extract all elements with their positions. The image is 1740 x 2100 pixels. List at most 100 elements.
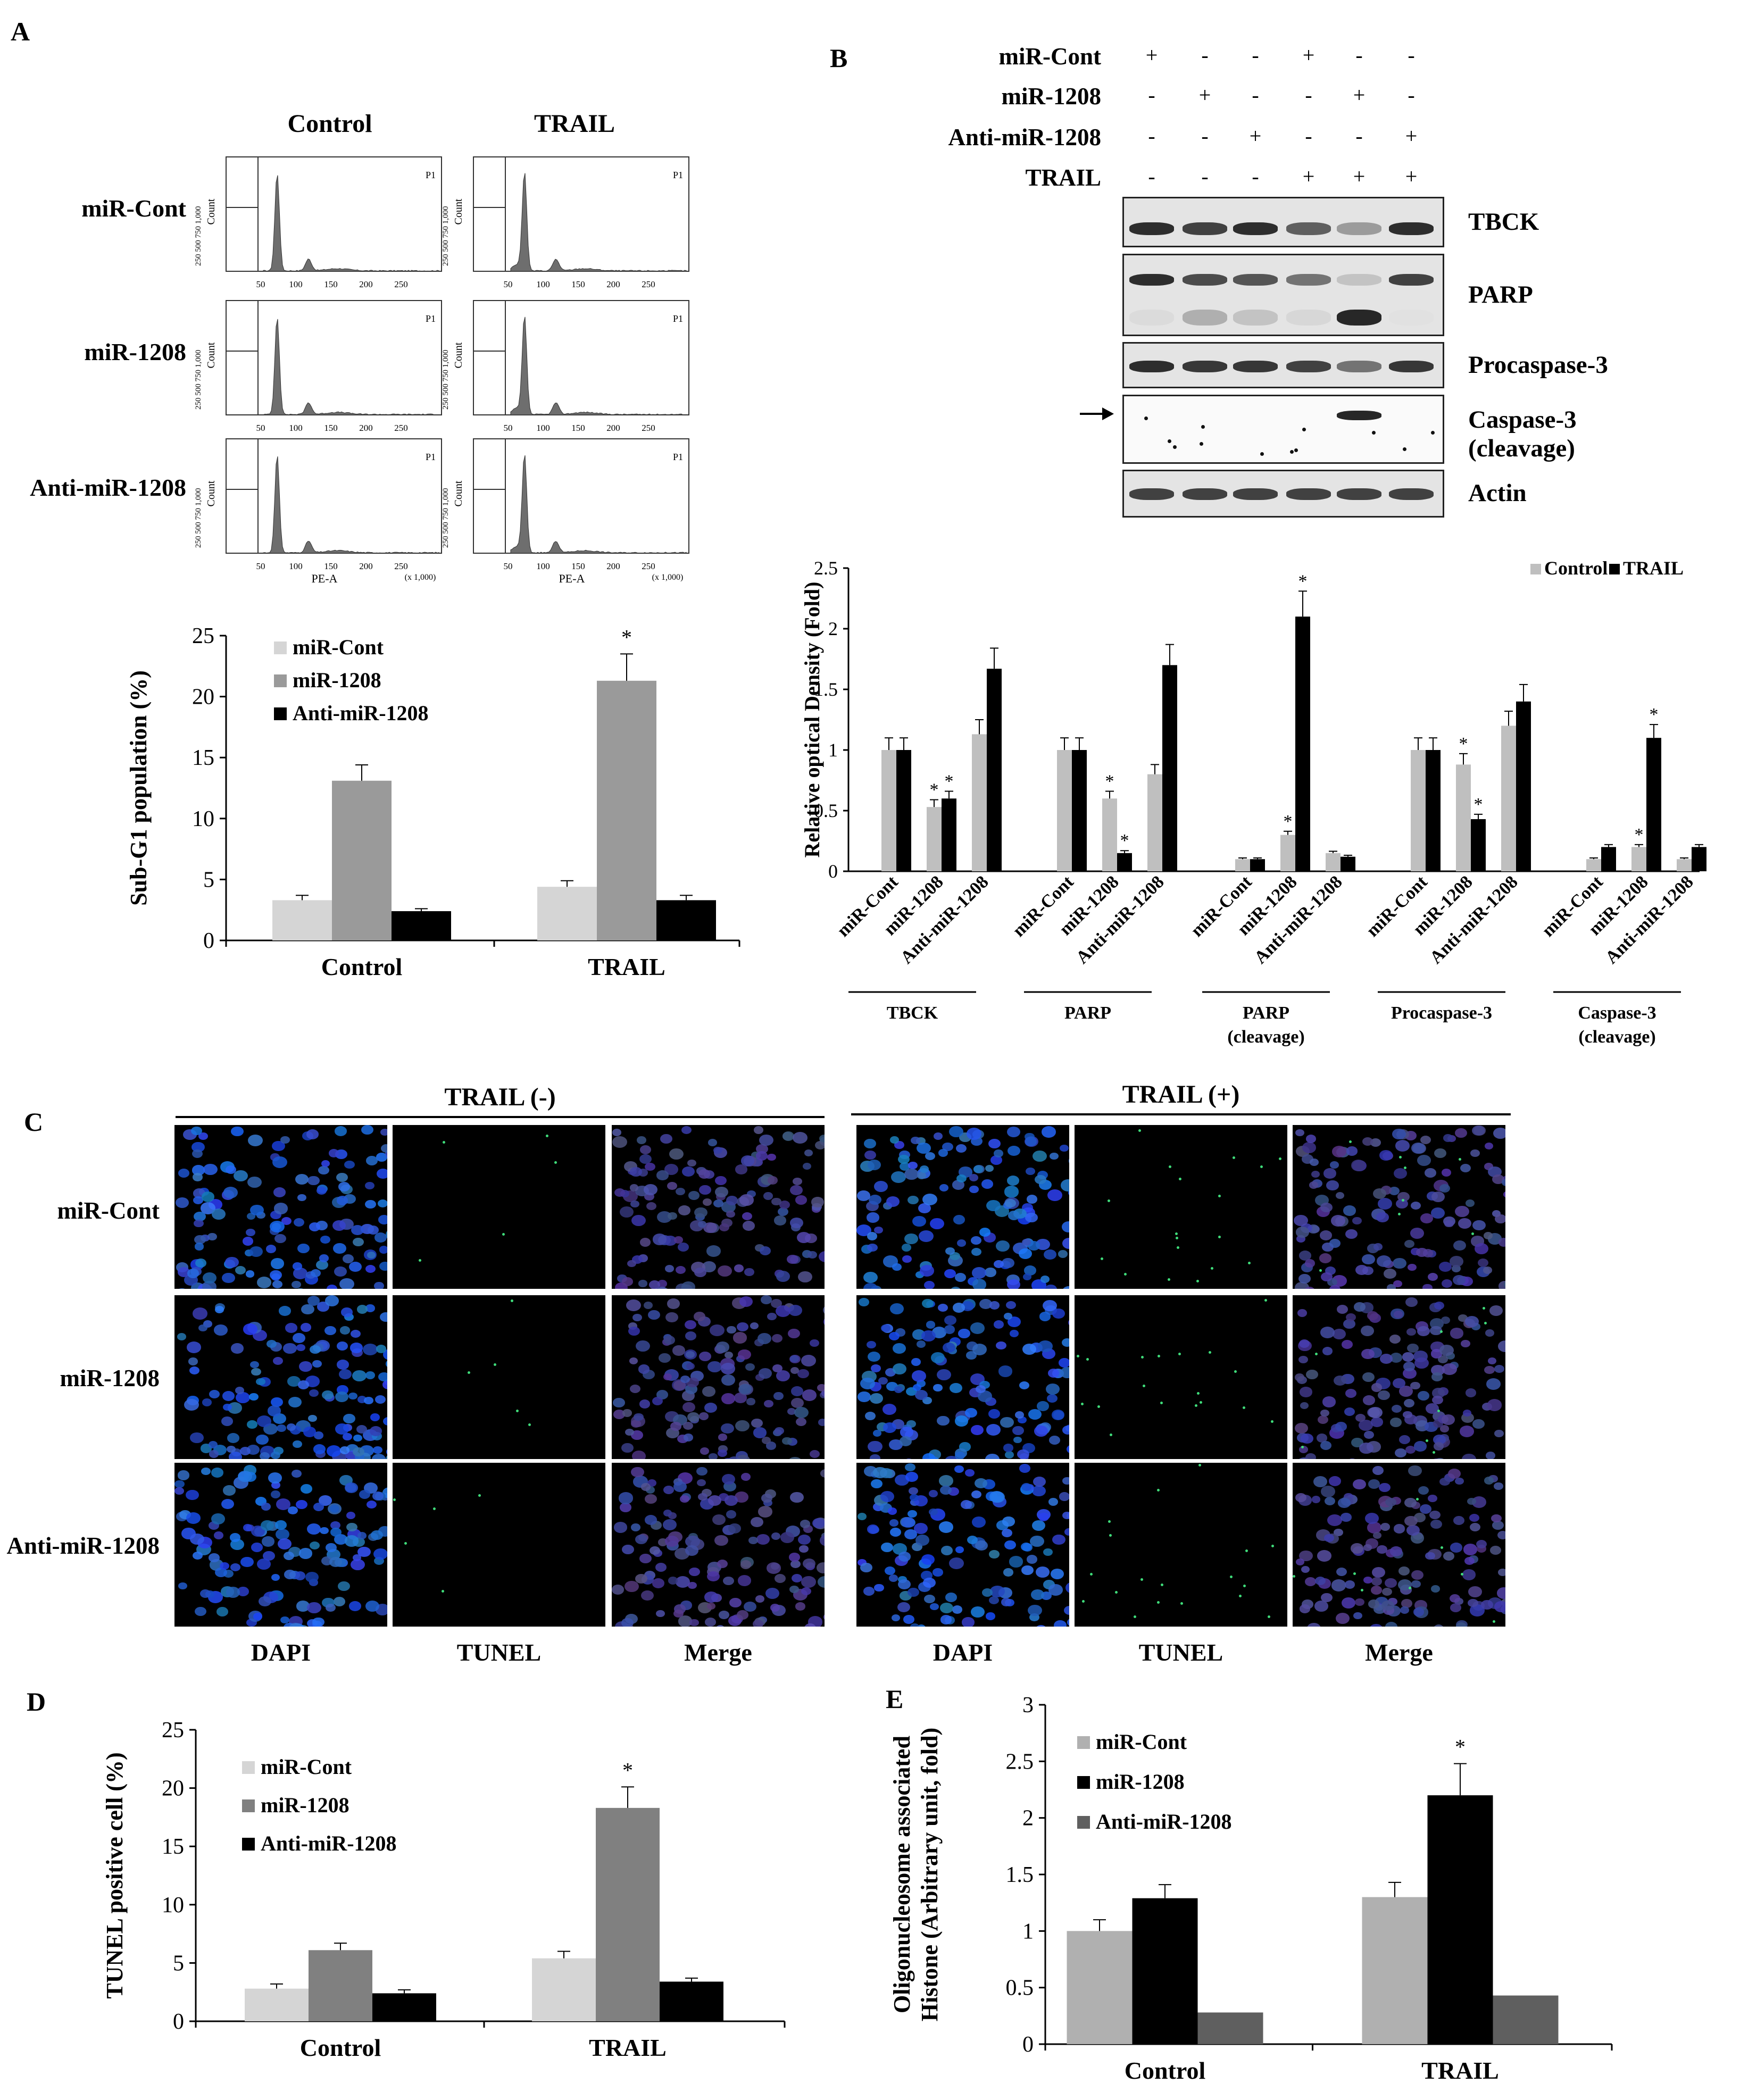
nucleus — [1394, 1448, 1406, 1458]
nucleus — [1424, 1168, 1437, 1178]
nucleus — [349, 1601, 361, 1611]
nucleus — [631, 1466, 644, 1478]
nucleus — [944, 1325, 955, 1334]
nucleus — [1307, 1622, 1321, 1627]
nucleus — [1394, 1168, 1408, 1179]
nucleus — [1455, 1128, 1468, 1138]
tunel-image — [393, 1295, 605, 1459]
nucleus — [1006, 1176, 1019, 1186]
tunel-positive-dot — [516, 1409, 519, 1412]
blot-band — [1389, 222, 1434, 235]
nucleus — [1393, 1524, 1405, 1534]
nucleus — [682, 1402, 695, 1413]
nucleus — [251, 1368, 261, 1376]
nucleus — [307, 1176, 320, 1186]
nucleus — [1064, 1605, 1069, 1615]
nucleus — [873, 1466, 888, 1479]
nucleus — [335, 1391, 349, 1402]
nucleus — [863, 1271, 878, 1284]
nucleus — [638, 1280, 647, 1287]
histogram-x-tick: 150 — [324, 423, 338, 433]
nucleus — [801, 1354, 816, 1366]
nucleus — [857, 1190, 870, 1201]
nucleus — [1306, 1135, 1317, 1143]
nucleus — [819, 1535, 825, 1547]
nucleus — [990, 1155, 1003, 1165]
nucleus — [256, 1558, 271, 1570]
nucleus — [753, 1126, 763, 1134]
histogram-x-tick: 100 — [536, 561, 550, 571]
tunel-positive-dot — [1493, 1620, 1496, 1623]
nucleus — [230, 1563, 241, 1572]
nucleus — [725, 1495, 738, 1506]
tunel-positive-dot — [1168, 1165, 1171, 1169]
nucleus — [683, 1433, 694, 1441]
nucleus — [911, 1370, 926, 1382]
nucleus — [1503, 1281, 1505, 1288]
nucleus — [298, 1380, 310, 1390]
tunel-positive-dot — [1076, 1355, 1079, 1358]
nucleus — [272, 1140, 285, 1152]
bar — [656, 900, 716, 940]
nucleus — [938, 1521, 953, 1533]
histogram-x-scale: (x 1,000) — [405, 573, 436, 582]
nucleus — [985, 1612, 995, 1620]
nucleus — [782, 1437, 792, 1445]
nucleus — [812, 1518, 825, 1529]
nucleus — [942, 1142, 953, 1151]
nucleus — [668, 1577, 678, 1585]
nucleus — [1442, 1363, 1458, 1376]
nucleus — [1010, 1329, 1019, 1337]
tunel-positive-dot — [1194, 1404, 1197, 1407]
blot-speckle — [1168, 439, 1171, 443]
nucleus — [663, 1336, 675, 1345]
nucleus — [726, 1196, 738, 1205]
dapi-image — [174, 1463, 387, 1627]
nucleus — [687, 1159, 696, 1167]
nucleus — [292, 1332, 306, 1344]
nucleus — [329, 1556, 342, 1568]
tunel-positive-dot — [1234, 1370, 1237, 1373]
nucleus — [284, 1570, 296, 1579]
nucleus — [1420, 1213, 1433, 1224]
blot-label-tbck: TBCK — [1468, 207, 1539, 236]
nucleus — [1059, 1492, 1069, 1501]
nucleus — [382, 1348, 387, 1361]
nucleus — [1395, 1140, 1410, 1152]
nucleus — [924, 1594, 935, 1604]
nucleus — [737, 1322, 748, 1331]
nucleus — [719, 1611, 729, 1619]
nucleus — [176, 1288, 188, 1289]
nucleus — [1295, 1281, 1309, 1289]
nucleus — [920, 1165, 929, 1173]
nucleus — [1341, 1513, 1352, 1522]
panel-a-col-label-control: Control — [287, 110, 372, 138]
nucleus — [788, 1305, 803, 1316]
tunel-positive-dot — [1218, 1235, 1221, 1238]
y-tick-label: 0 — [1022, 2032, 1034, 2057]
nucleus — [780, 1532, 794, 1544]
nucleus — [949, 1126, 963, 1137]
blot-band — [1233, 222, 1278, 235]
significance-star: * — [1298, 571, 1308, 591]
nucleus — [356, 1425, 368, 1434]
panel-b-letter: B — [830, 43, 848, 73]
nucleus — [376, 1345, 387, 1353]
y-tick-label: 2.5 — [814, 557, 838, 579]
nucleus — [821, 1388, 825, 1397]
treatment-sign: + — [1249, 124, 1262, 148]
merge-image — [612, 1295, 825, 1459]
panel-a-row-label-anti-mir-1208: Anti-miR-1208 — [30, 474, 186, 501]
nucleus — [630, 1385, 641, 1394]
nucleus — [1377, 1197, 1392, 1210]
blot-band — [1337, 274, 1381, 286]
histogram-y-ticks: 250 500 750 1,000 — [442, 206, 450, 266]
nucleus — [307, 1523, 321, 1535]
nucleus — [971, 1424, 984, 1435]
bar — [1426, 750, 1441, 871]
nucleus — [301, 1304, 314, 1315]
nucleus — [890, 1303, 904, 1314]
treatment-sign: - — [1305, 83, 1312, 107]
histogram-x-tick: 100 — [536, 279, 550, 289]
